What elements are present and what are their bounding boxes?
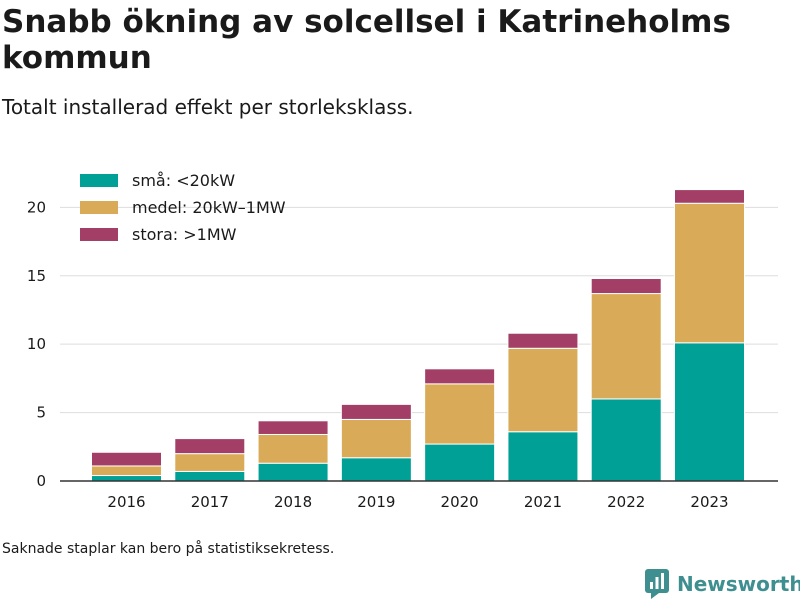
bar-segment [340,457,412,482]
bar-segment [424,368,496,385]
y-tick-label: 0 [36,472,46,490]
bar-segment [91,475,162,482]
bar-segment [340,418,412,459]
bar-segment [174,438,246,455]
chart-title: Snabb ökning av solcellsel i Katrineholm… [2,4,731,76]
brand-logo: Newsworthy [645,569,800,599]
bar-segment [424,443,496,482]
bar-segment [257,433,329,464]
y-tick-label: 20 [27,198,46,216]
x-tick-label: 2023 [690,493,728,511]
legend-swatch [80,201,118,214]
newsworthy-logo-icon [645,569,669,599]
legend-label: stora: >1MW [132,225,237,244]
bar-segment [257,420,329,435]
x-tick-label: 2021 [524,493,562,511]
bar-segment [257,462,329,482]
legend-swatch [80,174,118,187]
x-tick-label: 2020 [441,493,479,511]
y-tick-label: 5 [36,404,46,422]
bar-segment [674,189,745,204]
bar-segment [507,332,579,349]
bar-segment [340,403,412,420]
bar-segment [590,278,662,295]
bar-segment [674,202,745,344]
bar-segment [91,465,162,477]
legend-label: medel: 20kW–1MW [132,198,286,217]
chart-subtitle: Totalt installerad effekt per storlekskl… [2,95,414,119]
bar-segment [174,453,246,472]
y-tick-label: 10 [27,335,46,353]
bar-segment [674,342,745,482]
x-tick-label: 2017 [191,493,229,511]
bar-segment [424,383,496,445]
brand-name: Newsworthy [677,572,800,596]
bar-segment [91,451,162,467]
x-tick-label: 2018 [274,493,312,511]
legend-swatch [80,228,118,241]
bar-segment [174,470,246,482]
bar-segment [507,431,579,482]
x-tick-label: 2022 [607,493,645,511]
stacked-bar-chart: 0 5 10 15 20 2016 2017 2018 2019 2020 2021 2022 2023… [27,171,778,511]
x-tick-label: 2019 [357,493,395,511]
bar-segment [507,347,579,433]
bar-segment [590,293,662,400]
y-tick-label: 15 [27,267,46,285]
x-tick-label: 2016 [107,493,145,511]
footnote: Saknade staplar kan bero på statistiksek… [2,541,335,557]
legend-label: små: <20kW [132,171,235,190]
bar-segment [590,398,662,482]
